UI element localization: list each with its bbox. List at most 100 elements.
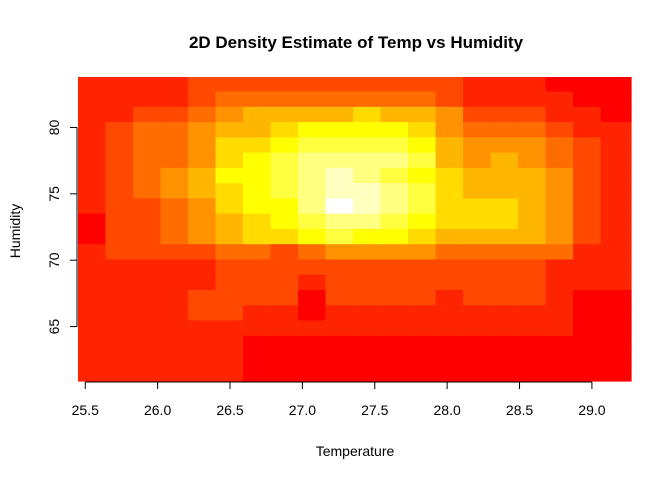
x-tick-label: 25.5 [72,402,99,418]
heatmap-cell [133,304,162,321]
heatmap-cell [243,304,272,321]
heatmap-cell [435,182,464,199]
heatmap-cell [160,90,189,107]
heatmap-cell [78,182,107,199]
heatmap-cell [380,77,409,92]
x-tick-label: 27.0 [289,402,316,418]
heatmap-cell [270,274,299,291]
heatmap-cell [160,136,189,153]
heatmap-cell [353,152,382,168]
heatmap-cell [490,258,519,275]
heatmap-cell [380,197,409,214]
heatmap-cell [408,365,437,382]
heatmap-cell [298,106,327,123]
heatmap-cell [160,274,189,291]
heatmap-cell [215,258,244,275]
heatmap-cell [545,350,574,367]
heatmap-cell [600,167,632,184]
heatmap-cell [105,121,134,138]
heatmap-cell [600,365,632,382]
heatmap-cell [105,90,134,107]
heatmap-cell [490,90,519,107]
heatmap-cell [243,319,272,336]
heatmap-cell [188,274,217,291]
heatmap-cell [78,197,107,214]
heatmap-cell [188,77,217,92]
heatmap-cell [408,319,437,336]
heatmap-cell [573,335,602,352]
heatmap-cell [325,77,354,92]
heatmap-cell [600,335,632,352]
heatmap-cell [188,167,217,184]
heatmap-cell [243,121,272,138]
heatmap-cell [490,182,519,199]
heatmap-cell [325,335,354,352]
heatmap-cell [105,243,134,260]
heatmap-cell [298,152,327,168]
heatmap-cell [353,197,382,214]
heatmap-cell [78,319,107,336]
heatmap-cell [270,106,299,123]
heatmap-cell [353,274,382,291]
heatmap-cell [215,197,244,214]
heatmap-cell [490,121,519,138]
heatmap-cell [518,350,547,367]
heatmap-cell [243,365,272,382]
heatmap-cell [353,304,382,321]
heatmap-cell [600,274,632,291]
heatmap-cell [490,289,519,306]
heatmap-cell [105,228,134,245]
heatmap-cell [380,243,409,260]
heatmap-cell [353,213,382,229]
heatmap-cell [160,335,189,352]
heatmap-cell [435,243,464,260]
heatmap-cell [105,365,134,382]
heatmap-cell [435,106,464,123]
heatmap-cell [380,350,409,367]
heatmap-cell [298,228,327,245]
heatmap-cell [463,182,492,199]
heatmap-cell [270,77,299,92]
heatmap-cell [105,213,134,229]
heatmap-cell [298,213,327,229]
heatmap-cell [408,304,437,321]
heatmap-cell [78,365,107,382]
heatmap-cell [408,90,437,107]
heatmap-cell [298,274,327,291]
heatmap-cell [105,152,134,168]
chart-title: 2D Density Estimate of Temp vs Humidity [189,33,524,52]
heatmap-cell [518,228,547,245]
heatmap-cell [215,213,244,229]
heatmap-cell [490,167,519,184]
heatmap-cell [545,152,574,168]
heatmap-cell [353,350,382,367]
heatmap-cell [408,106,437,123]
heatmap-cell [105,289,134,306]
heatmap-cell [188,228,217,245]
heatmap-cell [600,152,632,168]
heatmap-cell [133,197,162,214]
heatmap-cell [545,319,574,336]
heatmap-cell [545,121,574,138]
heatmap-cell [600,182,632,199]
heatmap-cell [133,90,162,107]
heatmap-cell [463,152,492,168]
heatmap-cell [600,228,632,245]
heatmap-cell [518,274,547,291]
heatmap-cell [545,289,574,306]
heatmap-cell [490,228,519,245]
heatmap-cell [188,350,217,367]
heatmap-cell [105,106,134,123]
heatmap-cell [270,243,299,260]
heatmap-cell [545,258,574,275]
heatmap-cell [270,335,299,352]
heatmap-cell [353,121,382,138]
heatmap-cell [243,213,272,229]
heatmap-cell [325,243,354,260]
heatmap-cell [325,152,354,168]
heatmap-cell [270,365,299,382]
heatmap-cell [600,106,632,123]
heatmap-cell [353,335,382,352]
heatmap-cell [490,106,519,123]
heatmap-cell [380,365,409,382]
